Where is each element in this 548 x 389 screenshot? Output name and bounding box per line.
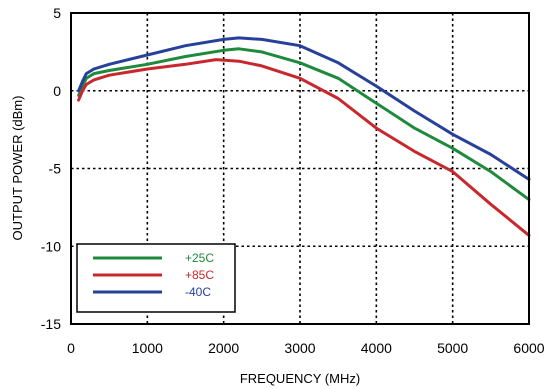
- y-tick-label: -10: [41, 238, 61, 254]
- plot-frame: [70, 12, 530, 325]
- x-tick-label: 4000: [361, 340, 392, 356]
- series-line-2: [77, 36, 531, 181]
- series-layer: [77, 36, 531, 237]
- x-tick-label: 6000: [513, 340, 544, 356]
- x-tick-label: 3000: [284, 340, 315, 356]
- x-tick-label: 5000: [437, 340, 468, 356]
- y-axis-title: OUTPUT POWER (dBm): [10, 96, 25, 241]
- series-line-1: [77, 58, 531, 237]
- tick-layer: 0 1000 2000 3000 4000 5000 6000 -15 -10 -5 0 5: [41, 5, 545, 356]
- grid-layer: [71, 13, 529, 324]
- x-tick-label: 1000: [132, 340, 163, 356]
- y-tick-label: 5: [53, 5, 61, 21]
- legend-label: +25C: [185, 251, 214, 265]
- x-tick-label: 0: [67, 340, 75, 356]
- legend: +25C +85C -40C: [76, 243, 236, 313]
- y-tick-label: 0: [53, 83, 61, 99]
- x-axis-title: FREQUENCY (MHz): [240, 371, 360, 386]
- legend-box: [76, 243, 236, 313]
- y-tick-label: -5: [49, 161, 62, 177]
- y-tick-label: -15: [41, 316, 61, 332]
- x-tick-label: 2000: [208, 340, 239, 356]
- series-line-0: [77, 47, 531, 202]
- legend-label: +85C: [185, 268, 214, 282]
- legend-label: -40C: [185, 285, 211, 299]
